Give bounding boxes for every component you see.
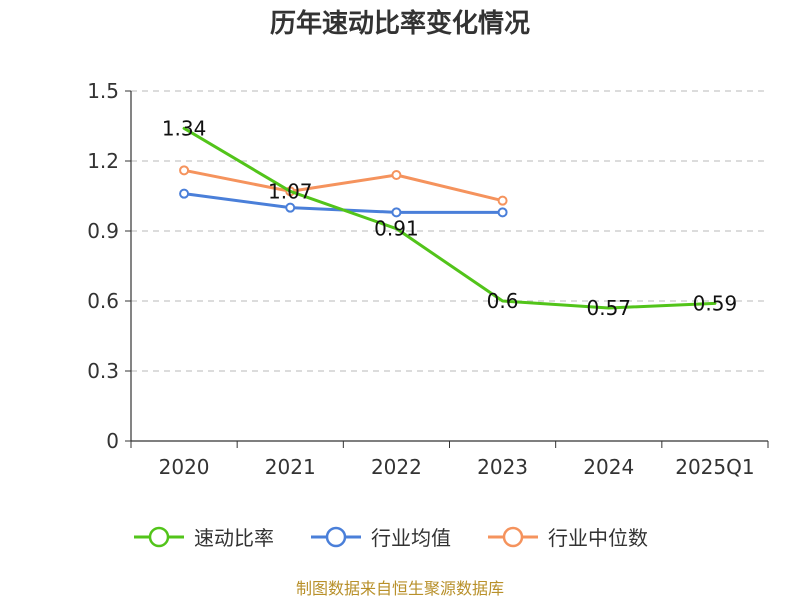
series-2-point-2 bbox=[391, 170, 402, 180]
y-tick-label: 1.2 bbox=[87, 149, 119, 173]
x-tick-label: 2024 bbox=[583, 455, 634, 479]
series-2-point-0 bbox=[179, 165, 190, 176]
series-1-point-2 bbox=[391, 207, 402, 218]
series-1-point-0 bbox=[179, 188, 190, 199]
legend[interactable]: 速动比率 行业均值 行业中位数 bbox=[134, 526, 648, 550]
legend-item-2[interactable]: 行业中位数 bbox=[488, 526, 648, 550]
x-tick-label: 2022 bbox=[371, 455, 422, 479]
source-note: 制图数据来自恒生聚源数据库 bbox=[296, 579, 504, 598]
legend-item-1[interactable]: 行业均值 bbox=[311, 526, 451, 550]
data-label: 0.57 bbox=[586, 296, 631, 320]
series-line-2 bbox=[182, 168, 505, 203]
series-1-point-3 bbox=[497, 207, 508, 218]
series-2-point-3 bbox=[497, 195, 508, 206]
y-tick-label: 0.6 bbox=[87, 289, 119, 313]
legend-marker bbox=[325, 526, 347, 548]
series-lines bbox=[179, 126, 717, 310]
y-tick-label: 0.9 bbox=[87, 219, 119, 243]
data-label: 0.91 bbox=[374, 217, 419, 241]
x-tick-labels: 2020 2021 2022 2023 2024 2025Q1 bbox=[159, 455, 755, 479]
y-tick-label: 0 bbox=[106, 429, 119, 453]
axes bbox=[125, 90, 769, 448]
legend-marker bbox=[502, 526, 524, 548]
legend-marker bbox=[148, 526, 170, 548]
x-tick-label: 2025Q1 bbox=[675, 455, 754, 479]
data-label: 0.59 bbox=[693, 291, 738, 315]
gridlines bbox=[131, 90, 768, 372]
y-tick-label: 0.3 bbox=[87, 359, 119, 383]
legend-label: 行业中位数 bbox=[548, 526, 648, 550]
y-tick-labels: 0 0.3 0.6 0.9 1.2 1.5 bbox=[87, 79, 119, 453]
legend-label: 行业均值 bbox=[371, 526, 451, 550]
data-label: 1.07 bbox=[268, 179, 313, 203]
series-line-0 bbox=[182, 126, 717, 310]
data-label: 1.34 bbox=[162, 116, 207, 140]
x-tick-label: 2021 bbox=[265, 455, 316, 479]
series-1-point-1 bbox=[285, 202, 296, 213]
y-tick-label: 1.5 bbox=[87, 79, 119, 103]
chart-title: 历年速动比率变化情况 bbox=[270, 8, 530, 39]
data-label: 0.6 bbox=[487, 289, 519, 313]
legend-item-0[interactable]: 速动比率 bbox=[134, 526, 274, 550]
x-tick-label: 2020 bbox=[159, 455, 210, 479]
legend-label: 速动比率 bbox=[194, 526, 274, 550]
data-labels: 1.34 1.07 0.91 0.6 0.57 0.59 bbox=[162, 116, 737, 320]
x-tick-label: 2023 bbox=[477, 455, 528, 479]
